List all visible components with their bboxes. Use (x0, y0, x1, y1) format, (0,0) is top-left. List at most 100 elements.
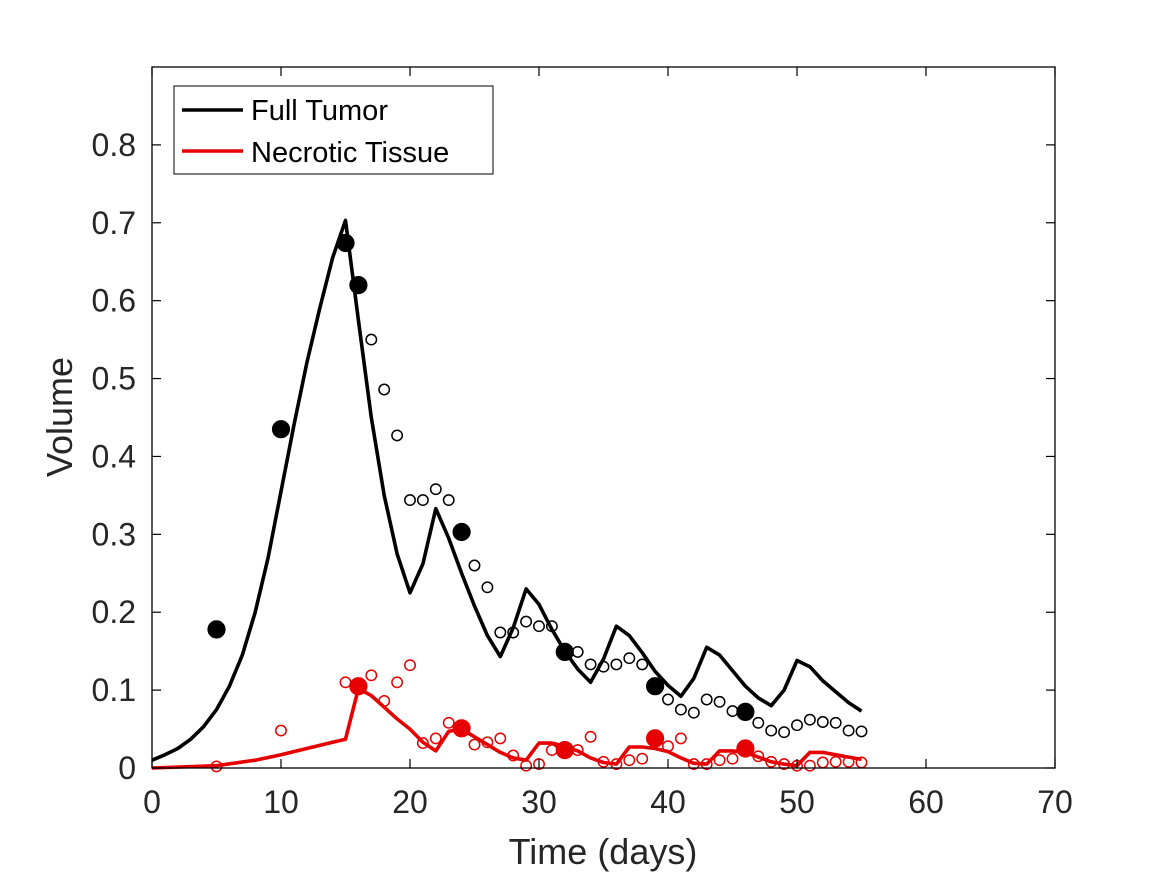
open-point-necrotic-tissue (520, 759, 533, 772)
legend: Full Tumor Necrotic Tissue (173, 85, 494, 175)
open-point-necrotic-tissue (365, 669, 378, 682)
open-point-full-tumor (404, 494, 416, 507)
open-point-full-tumor (429, 483, 442, 496)
open-point-full-tumor (545, 620, 558, 633)
filled-point-full-tumor (336, 233, 355, 253)
x-tick-label: 30 (521, 784, 557, 820)
filled-point-full-tumor (271, 420, 291, 439)
x-axis-label: Time (days) (509, 831, 698, 872)
x-tick-label: 60 (908, 784, 944, 820)
open-point-full-tumor (829, 716, 842, 729)
open-point-full-tumor (416, 494, 429, 507)
legend-box (173, 85, 494, 175)
filled-point-necrotic-tissue (349, 677, 368, 696)
x-tick-label: 20 (392, 784, 428, 820)
open-point-necrotic-tissue (442, 716, 455, 729)
open-point-necrotic-tissue (687, 758, 700, 771)
tick-layer: 0 10 20 30 40 50 60 70 0 0.1 0.2 0.3 0.4 0.5 0.6 0.7 0.8 (92, 67, 1073, 820)
open-point-necrotic-tissue (829, 755, 842, 768)
open-point-necrotic-tissue (494, 732, 507, 745)
open-point-full-tumor (481, 581, 494, 594)
open-point-full-tumor (674, 703, 687, 716)
open-point-necrotic-tissue (623, 754, 636, 767)
filled-point-necrotic-tissue (452, 719, 471, 738)
legend-label-necrotic-tissue: Necrotic Tissue (251, 137, 449, 169)
y-axis-label: Volume (39, 357, 80, 477)
legend-label-full-tumor: Full Tumor (251, 95, 388, 127)
open-point-full-tumor (507, 626, 520, 639)
open-point-necrotic-tissue (674, 732, 687, 745)
plot-area (152, 67, 1055, 768)
filled-point-full-tumor (207, 620, 226, 639)
open-point-necrotic-tissue (468, 738, 481, 751)
x-tick-label: 40 (650, 784, 686, 820)
open-point-full-tumor (597, 660, 610, 673)
open-point-full-tumor (778, 726, 791, 739)
x-tick-label: 70 (1037, 784, 1073, 820)
x-tick-label: 10 (263, 784, 299, 820)
open-point-necrotic-tissue (378, 695, 391, 707)
filled-point-full-tumor (555, 642, 574, 662)
filled-point-full-tumor (452, 522, 471, 542)
open-point-full-tumor (687, 706, 700, 719)
open-point-full-tumor (378, 383, 391, 396)
filled-point-full-tumor (736, 702, 755, 722)
y-tick-label: 0 (118, 750, 136, 786)
filled-point-necrotic-tissue (645, 729, 665, 748)
series-line-full-tumor (151, 218, 863, 762)
open-point-full-tumor (494, 626, 507, 639)
filled-point-full-tumor (349, 276, 368, 295)
y-tick-label: 0.2 (92, 594, 136, 630)
open-point-necrotic-tissue (584, 730, 597, 743)
y-tick-label: 0.3 (92, 516, 136, 552)
open-point-necrotic-tissue (662, 740, 674, 753)
open-point-necrotic-tissue (713, 754, 726, 767)
open-point-full-tumor (584, 658, 597, 671)
open-point-full-tumor (442, 494, 455, 507)
open-point-full-tumor (842, 724, 855, 737)
open-point-necrotic-tissue (726, 752, 739, 765)
open-point-full-tumor (752, 716, 765, 729)
y-tick-label: 0.8 (92, 127, 136, 163)
y-tick-label: 0.5 (92, 361, 136, 397)
open-point-necrotic-tissue (597, 755, 610, 768)
open-point-necrotic-tissue (429, 732, 442, 745)
open-point-full-tumor (520, 615, 533, 628)
open-point-necrotic-tissue (404, 659, 416, 672)
open-point-full-tumor (662, 693, 674, 706)
open-point-necrotic-tissue (210, 760, 223, 773)
open-point-necrotic-tissue (507, 749, 520, 762)
y-tick-label: 0.4 (92, 438, 136, 474)
open-point-full-tumor (533, 620, 545, 633)
open-point-necrotic-tissue (610, 758, 623, 771)
open-point-necrotic-tissue (636, 752, 649, 765)
series-full-tumor (151, 218, 868, 762)
filled-point-necrotic-tissue (555, 740, 574, 760)
open-point-full-tumor (855, 725, 868, 738)
open-point-necrotic-tissue (778, 758, 791, 771)
open-point-necrotic-tissue (533, 758, 545, 771)
open-point-full-tumor (391, 429, 404, 442)
open-point-full-tumor (636, 658, 649, 671)
open-point-full-tumor (791, 719, 803, 732)
open-point-necrotic-tissue (416, 737, 429, 750)
open-point-full-tumor (816, 716, 829, 728)
open-point-necrotic-tissue (752, 750, 765, 763)
open-point-full-tumor (365, 333, 378, 346)
y-tick-label: 0.1 (92, 672, 136, 708)
open-point-necrotic-tissue (275, 724, 287, 737)
open-point-full-tumor (765, 724, 778, 737)
open-point-full-tumor (610, 658, 623, 671)
x-tick-label: 50 (779, 784, 815, 820)
open-point-full-tumor (803, 713, 816, 726)
open-point-necrotic-tissue (391, 676, 404, 689)
filled-point-full-tumor (645, 677, 665, 696)
open-point-necrotic-tissue (481, 736, 494, 749)
axes-box (151, 66, 1056, 769)
x-tick-label: 0 (143, 784, 161, 820)
open-point-necrotic-tissue (803, 759, 816, 772)
open-point-full-tumor (700, 693, 713, 706)
filled-point-necrotic-tissue (736, 739, 755, 758)
open-point-necrotic-tissue (765, 755, 778, 768)
